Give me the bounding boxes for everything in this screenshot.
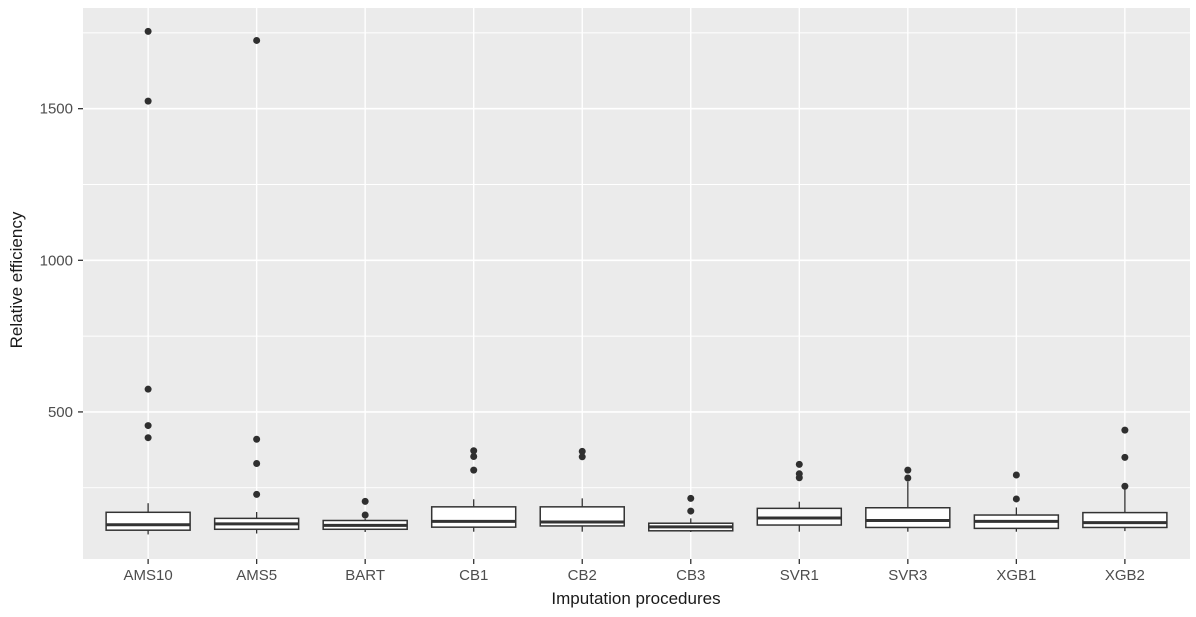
- outlier-point: [578, 447, 586, 455]
- outlier-point: [361, 497, 369, 505]
- x-tick-label: CB2: [568, 567, 597, 584]
- outlier-point: [144, 434, 152, 442]
- outlier-point: [253, 490, 261, 498]
- boxplot-svr3: [865, 466, 951, 532]
- outlier-point: [795, 470, 803, 478]
- iqr-box: [865, 507, 951, 529]
- outlier-point: [144, 27, 152, 35]
- plot-panel: [83, 8, 1190, 559]
- x-tick-label: CB1: [459, 567, 488, 584]
- outlier-point: [361, 511, 369, 519]
- boxplot-svr1: [756, 460, 843, 532]
- outlier-point: [1121, 426, 1129, 434]
- boxplot-ams10: [105, 27, 191, 535]
- boxplot-cb1: [430, 447, 517, 532]
- x-tick-label: SVR3: [888, 567, 927, 584]
- outlier-point: [144, 385, 152, 393]
- iqr-box: [1082, 511, 1168, 529]
- boxplot-ams5: [213, 36, 300, 534]
- outlier-point: [253, 459, 261, 467]
- outlier-point: [253, 435, 261, 443]
- outlier-point: [904, 466, 912, 474]
- outlier-point: [687, 507, 695, 515]
- outlier-point: [1121, 482, 1129, 490]
- outlier-point: [470, 453, 478, 461]
- boxplot-xgb1: [973, 471, 1060, 532]
- iqr-box: [105, 511, 191, 531]
- outlier-point: [904, 474, 912, 482]
- x-tick-label: SVR1: [780, 567, 819, 584]
- y-tick-label: 1500: [40, 101, 73, 118]
- x-tick-label: AMS5: [236, 567, 277, 584]
- outlier-point: [144, 422, 152, 430]
- x-tick-label: AMS10: [124, 567, 173, 584]
- outlier-point: [1012, 471, 1020, 479]
- x-axis-title: Imputation procedures: [551, 589, 721, 608]
- outlier-point: [1012, 495, 1020, 503]
- outlier-point: [253, 36, 261, 44]
- boxplot-bart: [322, 497, 408, 533]
- x-tick-label: BART: [345, 567, 385, 584]
- boxplot-xgb2: [1082, 426, 1168, 532]
- x-tick-label: CB3: [676, 567, 705, 584]
- outlier-point: [470, 466, 478, 474]
- outlier-point: [1121, 453, 1129, 461]
- y-tick-label: 500: [48, 404, 73, 421]
- outlier-point: [144, 97, 152, 105]
- iqr-box: [430, 506, 517, 528]
- outlier-point: [470, 447, 478, 455]
- y-tick-label: 1000: [40, 252, 73, 269]
- y-axis-title: Relative efficiency: [7, 211, 26, 349]
- outlier-point: [687, 494, 695, 502]
- boxplot-cb3: [648, 494, 734, 533]
- outlier-point: [578, 453, 586, 461]
- x-tick-label: XGB2: [1105, 567, 1145, 584]
- x-tick-label: XGB1: [996, 567, 1036, 584]
- outlier-point: [795, 460, 803, 468]
- boxplot-cb2: [539, 447, 625, 532]
